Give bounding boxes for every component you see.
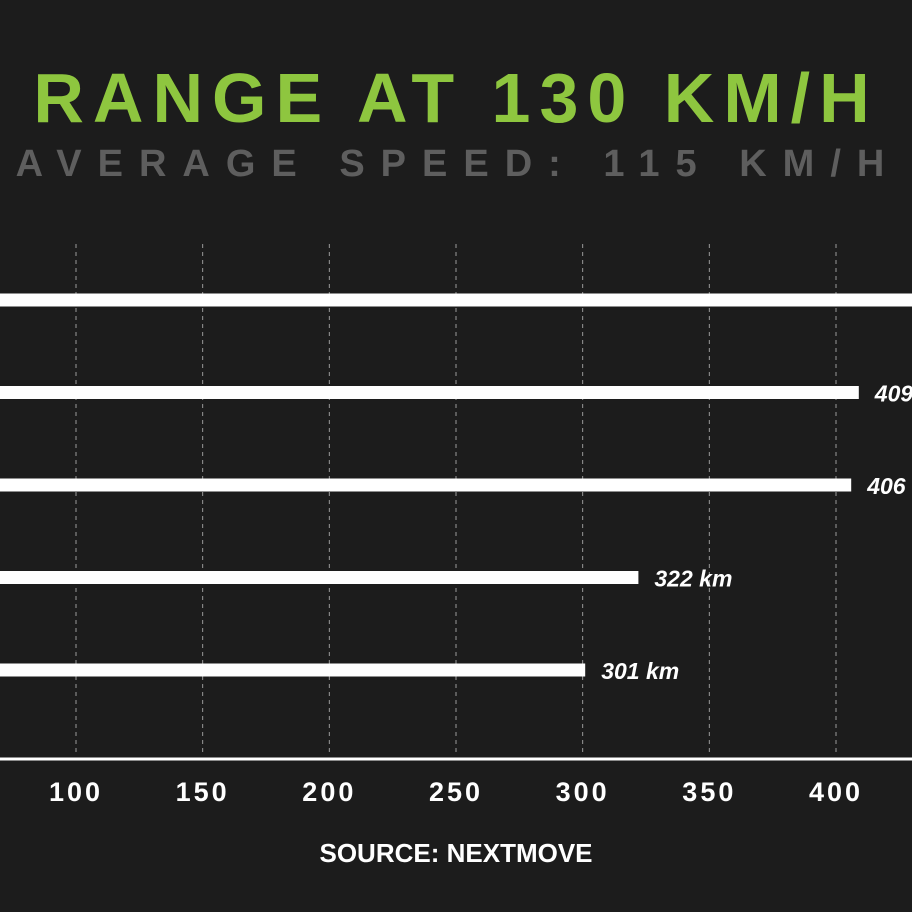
- x-axis-ticks: 100 150 200 250 300 350 400: [49, 777, 863, 807]
- chart-source: SOURCE: NEXTMOVE: [319, 838, 592, 868]
- x-tick-label: 400: [809, 777, 863, 807]
- x-tick-label: 200: [302, 777, 356, 807]
- bar-value-label: 406: [866, 473, 906, 499]
- bar-value-label: 409: [874, 381, 912, 407]
- bar: [0, 386, 859, 399]
- bars: 409 406 322 km 301 km: [0, 293, 912, 684]
- bar-value-label: 301 km: [601, 658, 679, 684]
- bar-value-label: 322 km: [654, 566, 732, 592]
- x-tick-label: 250: [429, 777, 483, 807]
- x-tick-label: 100: [49, 777, 103, 807]
- chart-title: RANGE AT 130 KM/H: [33, 59, 878, 137]
- bar: [0, 293, 912, 307]
- x-tick-label: 300: [556, 777, 610, 807]
- bar: [0, 571, 639, 584]
- bar: [0, 663, 586, 677]
- bar: [0, 478, 852, 492]
- x-tick-label: 350: [682, 777, 736, 807]
- chart-subtitle: AVERAGE SPEED: 115 KM/H: [16, 143, 901, 185]
- x-tick-label: 150: [176, 777, 230, 807]
